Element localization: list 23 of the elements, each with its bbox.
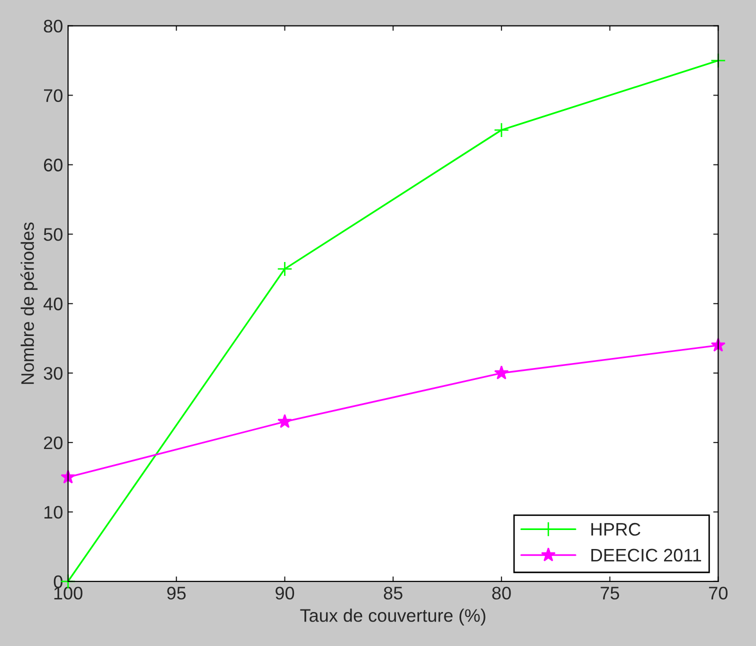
x-tick-label: 80 xyxy=(492,586,511,600)
x-axis-title: Taux de couverture (%) xyxy=(300,608,486,626)
y-tick-label: 50 xyxy=(44,228,62,241)
y-tick-label: 60 xyxy=(44,158,62,172)
x-tick-label: 70 xyxy=(709,586,728,600)
y-tick-label: 10 xyxy=(44,506,62,519)
x-tick-label: 95 xyxy=(167,586,186,600)
legend-label: HPRC xyxy=(591,522,640,536)
y-tick-label: 20 xyxy=(44,436,62,450)
y-tick-label: 30 xyxy=(44,367,62,380)
x-tick-label: 75 xyxy=(600,586,620,600)
y-tick-label: 80 xyxy=(44,20,62,33)
point xyxy=(277,261,292,277)
y-tick-label: 70 xyxy=(44,89,62,102)
legend-label: DEECIC 2011 xyxy=(591,548,702,562)
x-tick-label: 100 xyxy=(54,586,82,600)
y-axis-title: Nombre de périodes xyxy=(20,222,38,384)
x-tick-label: 85 xyxy=(384,586,402,600)
y-tick-label: 40 xyxy=(44,298,62,310)
point xyxy=(277,414,292,428)
point xyxy=(494,122,510,138)
point xyxy=(494,365,509,380)
x-tick-label: 90 xyxy=(276,586,294,600)
